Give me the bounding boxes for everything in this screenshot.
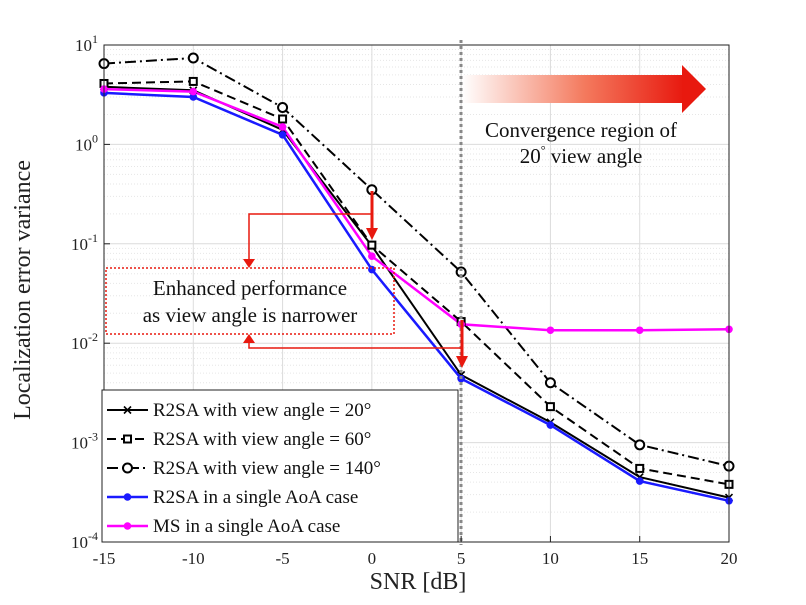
legend-label: R2SA with view angle = 20°	[153, 400, 371, 421]
enhanced-box	[105, 267, 395, 335]
data-point-s3-2	[278, 130, 287, 139]
data-point-s3-1	[189, 93, 198, 101]
y-tick-label: 10-2	[71, 330, 98, 353]
series-layer	[103, 56, 730, 503]
data-point-s1-2	[278, 114, 288, 124]
data-point-s3-6	[635, 477, 644, 485]
x-tick-label: -10	[182, 549, 205, 568]
convergence-arrow	[462, 65, 706, 113]
enhanced-text-line1: Enhanced performance	[153, 276, 347, 300]
x-tick-label: 20	[721, 549, 738, 568]
enhanced-arrowhead-bottom	[243, 334, 255, 343]
y-tick-label: 10-3	[71, 430, 98, 453]
legend-item-4: MS in a single AoA case	[107, 516, 340, 537]
data-point-s1-1	[188, 76, 198, 86]
data-point-s4-2	[278, 123, 287, 131]
enhanced-bracket-top	[248, 213, 372, 259]
legend-marker	[122, 462, 133, 474]
legend-label: R2SA with view angle = 140°	[153, 458, 381, 479]
convergence-arrow-head	[682, 65, 706, 113]
y-axis-label: Localization error variance	[10, 160, 36, 420]
y-tick-label: 100	[75, 131, 98, 154]
data-point-s3-5	[546, 421, 555, 429]
legend-marker	[123, 493, 132, 501]
data-point-s4-3	[368, 252, 376, 261]
convergence-text-line1: Convergence region of	[485, 118, 677, 142]
data-point-s2-1	[187, 52, 199, 64]
series-line-3	[103, 91, 730, 503]
legend-marker	[123, 405, 132, 415]
legend-item-0: R2SA with view angle = 20°	[107, 400, 371, 421]
convergence-text-line2: 20° view angle	[520, 143, 643, 168]
enhanced-bracket-bottom	[248, 343, 462, 349]
series-line-2	[103, 56, 730, 468]
x-axis-label: SNR [dB]	[370, 569, 467, 595]
legend-box	[101, 389, 459, 543]
series-line-1	[103, 80, 730, 486]
enhanced-arrowhead-top	[243, 259, 255, 268]
data-point-s4-5	[546, 326, 555, 335]
legend-label: MS in a single AoA case	[153, 516, 340, 537]
legend-label: R2SA in a single AoA case	[153, 487, 358, 508]
legend-item-3: R2SA in a single AoA case	[107, 487, 358, 508]
legend-label: R2SA with view angle = 60°	[153, 429, 371, 450]
enhanced-annotation	[105, 191, 468, 368]
x-tick-label: 5	[457, 549, 466, 568]
legend-marker	[123, 434, 132, 444]
y-tick-label: 101	[75, 32, 98, 55]
data-point-s1-5	[545, 402, 555, 412]
x-tick-label: -15	[93, 549, 116, 568]
legend-item-2: R2SA with view angle = 140°	[107, 458, 381, 479]
y-tick-label: 10-4	[71, 529, 98, 552]
improvement-arrowhead-5db	[456, 356, 468, 368]
improvement-arrowhead-0db	[366, 228, 378, 240]
convergence-arrow-body	[462, 75, 684, 103]
x-tick-label: 10	[542, 549, 559, 568]
data-point-s2-6	[634, 439, 646, 451]
data-point-s1-3	[367, 240, 377, 250]
data-point-s4-6	[635, 326, 644, 335]
data-point-s2-2	[277, 102, 289, 114]
x-tick-label: 0	[368, 549, 377, 568]
data-point-s3-3	[368, 265, 376, 274]
marker-stroke	[123, 405, 132, 415]
series-line-4	[103, 87, 730, 332]
data-point-s4-1	[189, 87, 198, 96]
legend-marker	[123, 522, 132, 530]
y-tick-label: 10-1	[71, 231, 98, 254]
legend-item-1: R2SA with view angle = 60°	[107, 429, 371, 450]
enhanced-text-line2: as view angle is narrower	[143, 303, 358, 327]
data-point-s1-6	[635, 463, 645, 473]
data-point-s2-5	[544, 377, 556, 389]
x-tick-label: -5	[275, 549, 289, 568]
axes: -15 -10 -5 0 5 10 15 20 10-4 10-3 10-2 10-1 100 101	[71, 32, 738, 568]
legend: R2SA with view angle = 20° R2SA with view…	[101, 389, 459, 543]
x-tick-label: 15	[631, 549, 648, 568]
